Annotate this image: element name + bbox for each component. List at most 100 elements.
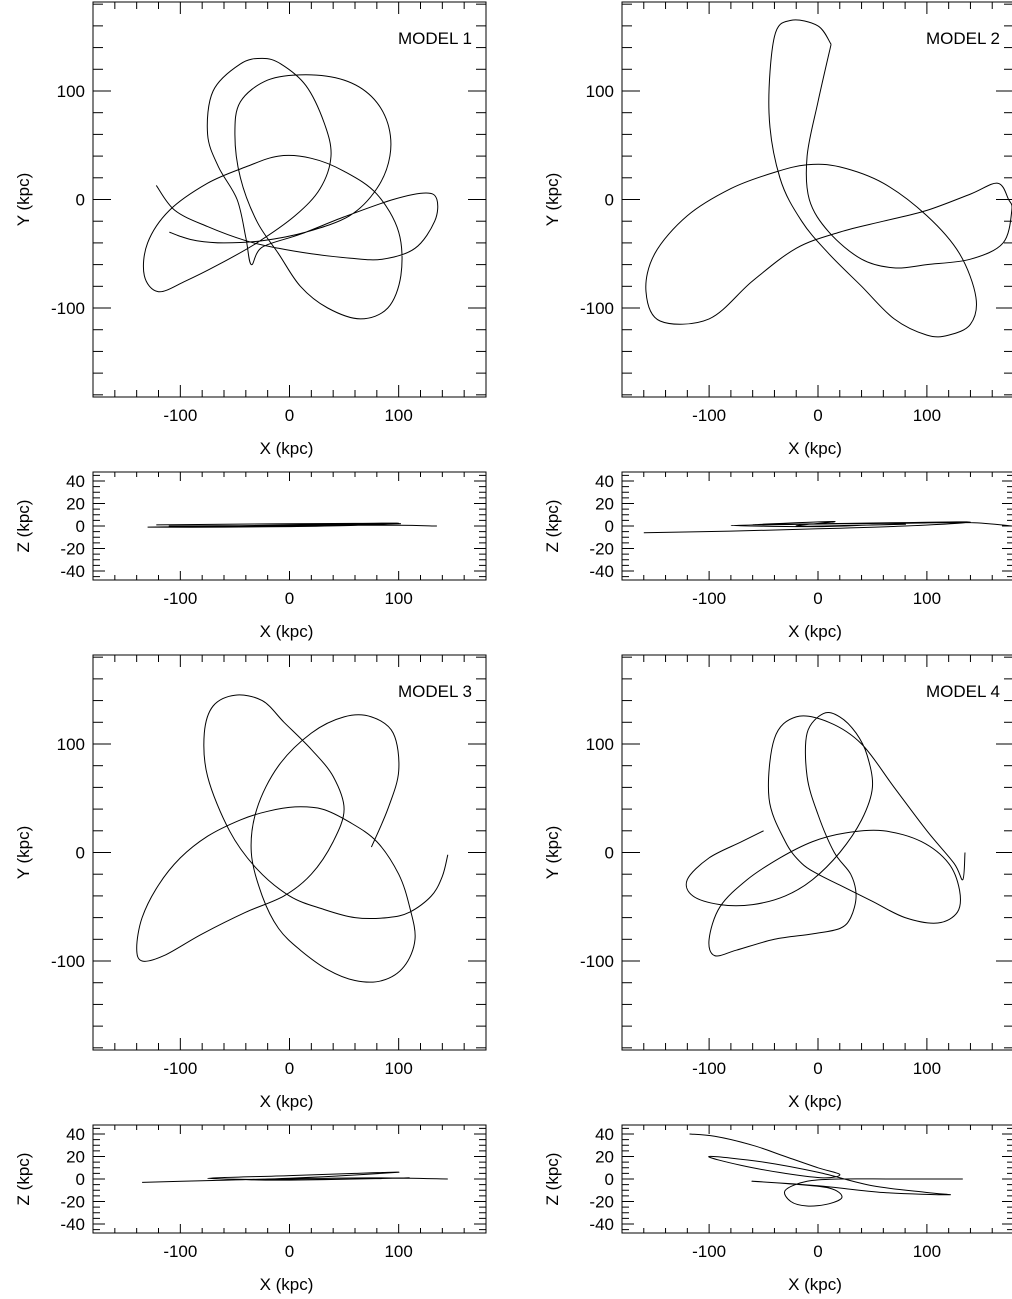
x-tick-label: 100 <box>384 589 412 608</box>
y-axis-label: Z (kpc) <box>14 500 33 553</box>
y-tick-label: -20 <box>60 540 85 559</box>
x-axis-label: X (kpc) <box>788 622 842 641</box>
y-tick-label: -20 <box>589 540 614 559</box>
y-tick-label: 0 <box>605 517 614 536</box>
y-tick-label: 20 <box>66 1148 85 1167</box>
x-axis-label: X (kpc) <box>260 1275 314 1294</box>
y-tick-label: 0 <box>76 844 85 863</box>
y-tick-label: 100 <box>586 82 614 101</box>
x-tick-label: -100 <box>692 406 726 425</box>
chart-panel-4: -100 0 100 -100 0 100 X (kpc) Y (kpc) MODEL 4 <box>543 654 1012 1111</box>
y-tick-label: -40 <box>60 1215 85 1234</box>
y-tick-label: 0 <box>76 1170 85 1189</box>
tick-marks <box>93 655 486 1050</box>
y-tick-label: 0 <box>605 1170 614 1189</box>
y-tick-label: 100 <box>57 82 85 101</box>
plot-frame <box>92 654 487 1051</box>
tick-marks <box>93 1125 486 1233</box>
y-tick-label: 0 <box>76 191 85 210</box>
x-tick-label: -100 <box>692 1242 726 1261</box>
chart-panel-6: -100 0 100 40 20 0 -20 -40 X (kpc) Z (kpc) <box>543 471 1012 641</box>
model-label: MODEL 3 <box>398 682 472 701</box>
tick-marks <box>93 472 486 580</box>
x-axis-label: X (kpc) <box>788 1275 842 1294</box>
orbit-xz-line <box>147 522 437 528</box>
tick-marks <box>622 655 1012 1050</box>
x-tick-label: -100 <box>163 1242 197 1261</box>
y-tick-label: 40 <box>595 472 614 491</box>
x-tick-label: 100 <box>384 406 412 425</box>
tick-marks <box>622 1125 1012 1233</box>
y-axis-label: Z (kpc) <box>543 1153 562 1206</box>
y-axis-label: Y (kpc) <box>543 826 562 880</box>
y-tick-label: -40 <box>60 562 85 581</box>
chart-panel-2: -100 0 100 -100 0 100 X (kpc) Y (kpc) MODEL 2 <box>543 1 1012 458</box>
plot-frame <box>621 654 1012 1051</box>
tick-marks <box>622 2 1012 397</box>
orbit-xy-line <box>136 694 449 983</box>
y-tick-label: 0 <box>76 517 85 536</box>
model-label: MODEL 2 <box>926 29 1000 48</box>
x-tick-label: 0 <box>813 589 822 608</box>
chart-panel-8: -100 0 100 40 20 0 -20 -40 X (kpc) Z (kpc) <box>543 1124 1012 1294</box>
x-tick-label: 0 <box>285 1242 294 1261</box>
x-tick-label: -100 <box>692 589 726 608</box>
x-axis-label: X (kpc) <box>260 622 314 641</box>
x-axis-label: X (kpc) <box>260 439 314 458</box>
x-tick-label: 100 <box>384 1059 412 1078</box>
x-tick-label: 100 <box>384 1242 412 1261</box>
plot-frame <box>92 1 487 398</box>
x-tick-label: 0 <box>813 1242 822 1261</box>
y-tick-label: -40 <box>589 562 614 581</box>
orbit-xy-line <box>685 712 966 957</box>
y-tick-label: 0 <box>605 191 614 210</box>
y-tick-label: -20 <box>60 1193 85 1212</box>
plot-frame <box>621 1 1012 398</box>
chart-panel-1: -100 0 100 -100 0 100 X (kpc) Y (kpc) MODEL 1 <box>14 1 487 458</box>
y-tick-label: 40 <box>595 1125 614 1144</box>
orbit-xz-line <box>142 1171 448 1183</box>
x-axis-label: X (kpc) <box>788 1092 842 1111</box>
x-tick-label: 0 <box>813 406 822 425</box>
y-tick-label: -20 <box>589 1193 614 1212</box>
chart-panel-3: -100 0 100 -100 0 100 X (kpc) Y (kpc) MODEL 3 <box>14 654 487 1111</box>
y-tick-label: -100 <box>51 952 85 971</box>
y-tick-label: 100 <box>586 735 614 754</box>
y-tick-label: 0 <box>605 844 614 863</box>
x-tick-label: 100 <box>913 1242 941 1261</box>
y-tick-label: 20 <box>595 495 614 514</box>
y-axis-label: Y (kpc) <box>543 173 562 227</box>
orbit-xy-line <box>142 57 439 320</box>
x-tick-label: 100 <box>913 1059 941 1078</box>
y-tick-label: 40 <box>66 472 85 491</box>
x-tick-label: 0 <box>285 406 294 425</box>
x-tick-label: -100 <box>692 1059 726 1078</box>
orbit-xy-line <box>645 19 1012 338</box>
x-tick-label: 0 <box>285 589 294 608</box>
y-axis-label: Y (kpc) <box>14 173 33 227</box>
x-axis-label: X (kpc) <box>788 439 842 458</box>
y-axis-label: Y (kpc) <box>14 826 33 880</box>
y-tick-label: -100 <box>580 299 614 318</box>
y-axis-label: Z (kpc) <box>543 500 562 553</box>
chart-panel-5: -100 0 100 40 20 0 -20 -40 X (kpc) Z (kpc) <box>14 471 487 641</box>
y-axis-label: Z (kpc) <box>14 1153 33 1206</box>
x-axis-label: X (kpc) <box>260 1092 314 1111</box>
tick-marks <box>622 472 1012 580</box>
x-tick-label: 100 <box>913 406 941 425</box>
y-tick-label: -100 <box>51 299 85 318</box>
model-label: MODEL 1 <box>398 29 472 48</box>
x-tick-label: -100 <box>163 589 197 608</box>
tick-marks <box>93 2 486 397</box>
orbit-xz-line <box>689 1133 963 1207</box>
model-label: MODEL 4 <box>926 682 1000 701</box>
orbit-xz-line <box>643 520 1012 534</box>
y-tick-label: 20 <box>595 1148 614 1167</box>
x-tick-label: 0 <box>813 1059 822 1078</box>
y-tick-label: 20 <box>66 495 85 514</box>
x-tick-label: 100 <box>913 589 941 608</box>
y-tick-label: 40 <box>66 1125 85 1144</box>
x-tick-label: 0 <box>285 1059 294 1078</box>
y-tick-label: -100 <box>580 952 614 971</box>
